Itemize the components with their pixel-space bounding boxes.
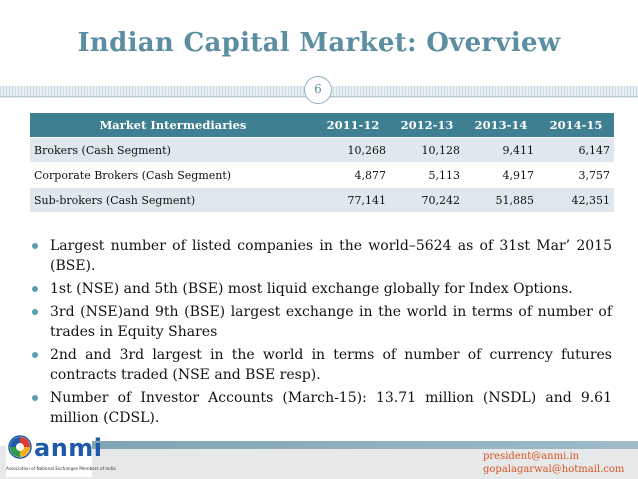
row-label: Sub-brokers (Cash Segment) [30, 187, 316, 213]
bullet-item: 3rd (NSE)and 9th (BSE) largest exchange … [30, 302, 612, 342]
column-header: 2013-14 [464, 113, 538, 138]
table-cell: 6,147 [538, 137, 614, 163]
contact-email-1[interactable]: president@anmi.in [483, 451, 580, 462]
page-number-badge: 6 [304, 76, 332, 104]
bullet-dot-icon [32, 395, 38, 401]
column-header: 2011-12 [316, 113, 390, 138]
table-cell: 70,242 [390, 187, 464, 213]
table-cell: 4,877 [316, 162, 390, 188]
table-row: Sub-brokers (Cash Segment) 77,141 70,242… [30, 187, 614, 213]
column-header: 2014-15 [538, 113, 614, 138]
row-label: Corporate Brokers (Cash Segment) [30, 162, 316, 188]
table-cell: 4,917 [464, 162, 538, 188]
table-header-row: Market Intermediaries 2011-12 2012-13 20… [30, 113, 614, 138]
logo-subtitle: Association of National Exchanges Member… [6, 466, 116, 471]
contact-block: president@anmi.in gopalagarwal@hotmail.c… [483, 450, 624, 476]
slide-title: Indian Capital Market: Overview [77, 28, 561, 58]
table-cell: 5,113 [390, 162, 464, 188]
anmi-logo: anmi Association of National Exchanges M… [6, 433, 116, 477]
table-cell: 77,141 [316, 187, 390, 213]
row-label: Brokers (Cash Segment) [30, 137, 316, 163]
footer-band [92, 441, 638, 449]
market-intermediaries-table: Market Intermediaries 2011-12 2012-13 20… [30, 113, 614, 213]
bullet-dot-icon [32, 286, 38, 292]
table-cell: 10,268 [316, 137, 390, 163]
column-header: 2012-13 [390, 113, 464, 138]
anmi-emblem-icon [8, 435, 32, 459]
contact-email-2[interactable]: gopalagarwal@hotmail.com [483, 464, 625, 475]
bullet-item: 1st (NSE) and 5th (BSE) most liquid exch… [30, 279, 612, 299]
table-row: Brokers (Cash Segment) 10,268 10,128 9,4… [30, 137, 614, 163]
bullet-dot-icon [32, 352, 38, 358]
footer-bar [0, 446, 638, 479]
bullet-item: Number of Investor Accounts (March-15): … [30, 388, 612, 428]
table-cell: 3,757 [538, 162, 614, 188]
column-header: Market Intermediaries [30, 113, 316, 138]
bullet-list: Largest number of listed companies in th… [30, 236, 612, 431]
bullet-item: 2nd and 3rd largest in the world in term… [30, 345, 612, 385]
table-cell: 51,885 [464, 187, 538, 213]
bullet-text: 2nd and 3rd largest in the world in term… [50, 347, 612, 383]
table-row: Corporate Brokers (Cash Segment) 4,877 5… [30, 162, 614, 188]
table-cell: 9,411 [464, 137, 538, 163]
table-cell: 10,128 [390, 137, 464, 163]
bullet-dot-icon [32, 309, 38, 315]
bullet-text: 3rd (NSE)and 9th (BSE) largest exchange … [50, 304, 612, 340]
bullet-dot-icon [32, 243, 38, 249]
logo-wordmark: anmi [34, 434, 103, 462]
bullet-text: Number of Investor Accounts (March-15): … [50, 390, 612, 426]
table-cell: 42,351 [538, 187, 614, 213]
bullet-text: Largest number of listed companies in th… [50, 238, 612, 274]
bullet-text: 1st (NSE) and 5th (BSE) most liquid exch… [50, 281, 573, 297]
bullet-item: Largest number of listed companies in th… [30, 236, 612, 276]
